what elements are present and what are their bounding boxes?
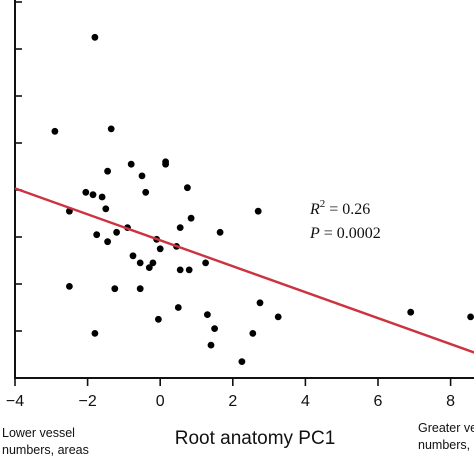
r2-symbol: R (309, 201, 320, 218)
data-point (467, 313, 474, 321)
data-point (91, 330, 99, 337)
data-point (138, 172, 146, 180)
data-point (136, 259, 144, 267)
data-point (249, 330, 257, 337)
data-point (113, 228, 120, 236)
y-ticks (15, 1, 22, 332)
p-value-annotation: P = 0.0002 (309, 225, 381, 242)
data-point (176, 224, 184, 232)
data-point (82, 188, 90, 196)
data-point (142, 188, 150, 196)
data-point (98, 193, 106, 201)
data-point (274, 313, 282, 321)
data-point (156, 245, 164, 253)
r2-value: = 0.26 (325, 201, 370, 218)
data-point (184, 184, 191, 192)
x-tick-label: 8 (446, 393, 455, 410)
axes (14, 0, 474, 379)
x-tick-labels: −4 −2 0 2 4 6 8 (6, 393, 455, 410)
data-point (107, 125, 115, 133)
data-point (407, 308, 415, 316)
data-point (187, 214, 195, 222)
x-tick-label: 0 (156, 393, 165, 410)
x-axis-label: Root anatomy PC1 (175, 428, 336, 449)
data-point (66, 283, 73, 290)
p-symbol: P (309, 225, 320, 242)
data-point (202, 259, 210, 267)
data-point (256, 299, 264, 307)
regression-line (14, 187, 474, 354)
x-tick-label: 4 (301, 393, 310, 410)
data-point (127, 160, 135, 168)
data-point (204, 311, 211, 318)
data-point (238, 358, 246, 365)
x-annotation-right-line2: numbers, (418, 438, 470, 452)
x-annotation-left-line2: numbers, areas (2, 443, 89, 457)
data-point (211, 325, 219, 332)
data-point (51, 127, 59, 135)
r-squared-annotation: R2 = 0.26 (309, 198, 370, 218)
data-point (93, 231, 101, 239)
data-point (162, 158, 170, 166)
data-point (89, 191, 97, 199)
data-point (129, 252, 137, 260)
data-point (174, 304, 182, 311)
p-value: = 0.0002 (320, 225, 381, 242)
r2-superscript: 2 (320, 198, 326, 210)
data-point (254, 207, 262, 215)
data-point (104, 167, 111, 175)
data-point (176, 266, 184, 274)
data-point (102, 205, 110, 213)
x-ticks (14, 378, 452, 386)
data-point (104, 238, 111, 246)
data-point (91, 33, 99, 41)
data-point (216, 228, 224, 236)
data-point (155, 315, 162, 323)
x-tick-label: 2 (228, 393, 237, 410)
data-point (136, 285, 144, 293)
x-tick-label: 6 (374, 393, 383, 410)
x-tick-label: −2 (78, 393, 96, 410)
data-point (145, 264, 153, 271)
x-tick-label: −4 (6, 393, 24, 410)
data-point (185, 266, 193, 274)
data-point (207, 341, 215, 349)
data-points (51, 33, 474, 365)
data-point (111, 285, 119, 293)
data-point (149, 259, 157, 267)
x-annotation-left-line1: Lower vessel (2, 426, 75, 440)
x-annotation-right-line1: Greater ve (418, 421, 474, 435)
